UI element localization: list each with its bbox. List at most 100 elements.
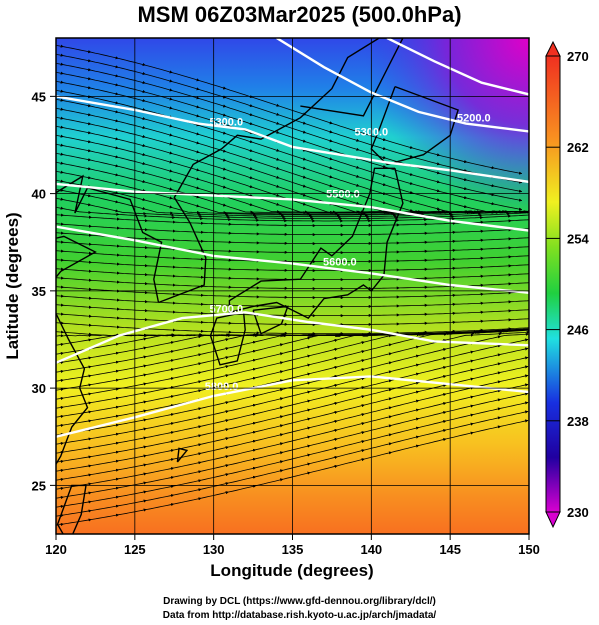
- x-tick-label: 145: [439, 542, 461, 557]
- streamline: [454, 213, 483, 217]
- streamline: [255, 478, 284, 487]
- streamline: [231, 241, 260, 245]
- streamline: [283, 435, 311, 444]
- streamline: [63, 118, 92, 126]
- streamline: [56, 179, 64, 183]
- streamline: [172, 144, 200, 154]
- streamline: [172, 180, 200, 190]
- x-tick-label: 150: [518, 542, 540, 557]
- streamline: [91, 423, 120, 430]
- streamline: [337, 333, 366, 341]
- streamline: [56, 450, 65, 455]
- streamline: [231, 268, 260, 272]
- streamline: [145, 73, 173, 83]
- streamline: [201, 333, 230, 337]
- streamline: [56, 125, 64, 129]
- streamline: [467, 188, 495, 197]
- streamline: [427, 230, 456, 234]
- streamline: [91, 244, 121, 248]
- streamline: [63, 410, 92, 417]
- streamline: [56, 116, 64, 120]
- streamline: [473, 425, 502, 433]
- streamline: [63, 250, 93, 255]
- streamline: [146, 395, 175, 402]
- streamline: [256, 214, 286, 218]
- streamline: [56, 80, 64, 84]
- streamline: [56, 459, 65, 464]
- streamline: [482, 212, 511, 216]
- streamline: [500, 356, 529, 364]
- colorbar: 270 262 254 246 238 230: [545, 40, 589, 529]
- streamline: [230, 216, 259, 220]
- streamline: [63, 214, 93, 219]
- streamline: [118, 166, 146, 175]
- streamline: [173, 389, 202, 397]
- streamline: [359, 131, 387, 142]
- streamline: [455, 310, 484, 314]
- streamline: [231, 250, 260, 254]
- streamline: [494, 194, 523, 202]
- streamline: [228, 214, 258, 218]
- streamline: [147, 283, 177, 287]
- streamline: [398, 215, 427, 219]
- streamline: [483, 219, 512, 223]
- streamline: [391, 345, 420, 354]
- credit-drawing: Drawing by DCL (https://www.gfd-dennou.o…: [163, 596, 436, 607]
- streamline: [91, 459, 120, 466]
- streamline: [446, 395, 474, 404]
- streamline: [454, 215, 484, 220]
- streamline: [255, 397, 284, 406]
- streamline: [455, 238, 484, 242]
- streamline: [147, 301, 177, 305]
- streamline: [91, 204, 119, 213]
- streamline: [118, 211, 147, 216]
- streamline: [427, 320, 456, 324]
- streamline: [146, 350, 175, 357]
- streamline: [175, 266, 205, 270]
- streamline: [63, 109, 92, 117]
- colorbar-tick-label: 270: [567, 49, 589, 64]
- streamline: [439, 155, 468, 164]
- streamline: [145, 64, 173, 74]
- streamline: [259, 250, 288, 254]
- streamline: [467, 161, 495, 170]
- streamline: [118, 85, 146, 94]
- streamline: [172, 108, 200, 118]
- streamline: [424, 212, 454, 217]
- streamline: [146, 431, 175, 438]
- streamline: [63, 268, 93, 273]
- streamline: [91, 271, 121, 275]
- streamline: [337, 413, 365, 422]
- streamline: [118, 472, 147, 480]
- streamline: [201, 464, 229, 472]
- streamline: [305, 123, 333, 134]
- streamline: [145, 100, 173, 110]
- streamline: [91, 468, 120, 475]
- streamline: [364, 379, 393, 388]
- streamline: [455, 292, 484, 296]
- streamline: [483, 300, 512, 304]
- streamline: [146, 341, 175, 348]
- streamline: [146, 449, 175, 456]
- streamline: [371, 295, 400, 299]
- streamline: [283, 363, 311, 372]
- streamline: [119, 317, 149, 322]
- streamline: [364, 442, 393, 451]
- streamline: [63, 154, 92, 162]
- streamline: [56, 161, 64, 165]
- streamline: [391, 399, 420, 408]
- streamline: [63, 473, 92, 480]
- streamline: [91, 78, 119, 87]
- streamline: [91, 60, 119, 69]
- streamline: [91, 486, 120, 493]
- streamline: [226, 211, 255, 215]
- streamline: [119, 281, 149, 286]
- streamline: [56, 53, 64, 57]
- streamline: [474, 330, 503, 334]
- streamline: [475, 329, 505, 333]
- streamline: [365, 210, 394, 214]
- streamline: [418, 392, 447, 401]
- streamline: [371, 322, 400, 326]
- streamline: [391, 417, 420, 426]
- streamline: [310, 446, 338, 455]
